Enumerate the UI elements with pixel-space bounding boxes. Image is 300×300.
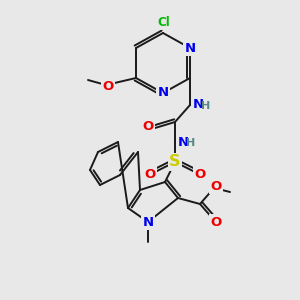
Text: N: N (142, 215, 154, 229)
Text: H: H (186, 138, 196, 148)
Text: O: O (142, 121, 154, 134)
Text: O: O (102, 80, 114, 94)
Text: N: N (177, 136, 189, 148)
Text: N: N (184, 41, 196, 55)
Text: O: O (144, 167, 156, 181)
Text: S: S (169, 154, 181, 169)
Text: O: O (210, 179, 222, 193)
Text: O: O (194, 167, 206, 181)
Text: Cl: Cl (158, 16, 170, 29)
Text: N: N (192, 98, 204, 112)
Text: O: O (210, 215, 222, 229)
Text: N: N (158, 86, 169, 100)
Text: H: H (201, 101, 211, 111)
